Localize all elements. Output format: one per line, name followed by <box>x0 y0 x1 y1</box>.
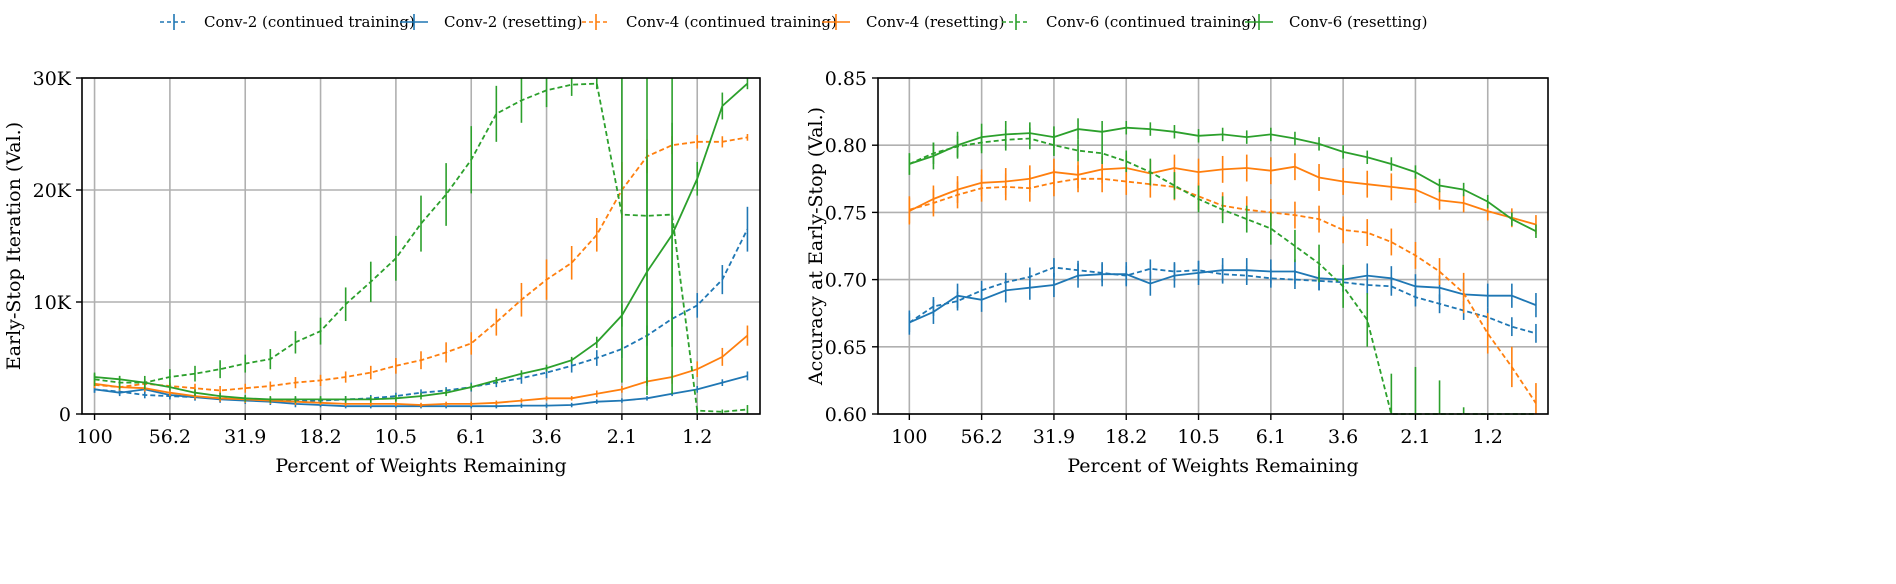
x-tick-label: 31.9 <box>1033 426 1075 448</box>
y-axis-label: Early-Stop Iteration (Val.) <box>3 122 25 370</box>
x-tick-label: 2.1 <box>1400 426 1430 448</box>
accuracy-svg: 100 56.2 31.9 18.2 10.5 6.1 3.6 2.1 1.2 0.60 0.65 0… <box>805 68 1549 477</box>
legend-label: Conv-2 (resetting) <box>444 13 582 31</box>
early-stop-iteration-chart: 100 56.2 31.9 18.2 10.5 6.1 3.6 2.1 1.2 0 10K 20K 30… <box>0 0 930 580</box>
grid <box>878 77 1548 415</box>
x-axis-label: Percent of Weights Remaining <box>1067 455 1358 477</box>
x-tick-label: 6.1 <box>1256 426 1286 448</box>
x-tick-label: 3.6 <box>1328 426 1358 448</box>
plot-frame <box>877 77 1549 415</box>
legend: Conv-2 (continued training) Conv-2 (reset… <box>0 10 1896 44</box>
series <box>908 118 1537 238</box>
x-tick-label: 1.2 <box>1473 426 1503 448</box>
x-tick-label: 18.2 <box>299 426 341 448</box>
legend-label: Conv-4 (continued training) <box>626 13 837 31</box>
accuracy-chart: 100 56.2 31.9 18.2 10.5 6.1 3.6 2.1 1.2 0.60 0.65 0… <box>800 0 1896 580</box>
y-tick-label: 0.70 <box>825 270 867 292</box>
x-tick-label: 2.1 <box>607 426 637 448</box>
y-tick-label: 0.60 <box>825 404 867 426</box>
legend-label: Conv-6 (continued training) <box>1046 13 1257 31</box>
series-line <box>908 266 1537 335</box>
legend-item: Conv-4 (continued training) <box>582 13 837 31</box>
x-tick-label: 1.2 <box>682 426 712 448</box>
legend-label: Conv-4 (resetting) <box>866 13 1004 31</box>
series <box>93 134 749 395</box>
legend-item: Conv-2 (continued training) <box>160 13 415 31</box>
x-tick-label: 3.6 <box>531 426 561 448</box>
y-tick-label: 0.85 <box>825 68 867 90</box>
y-tick-label: 30K <box>33 68 72 90</box>
early-stop-iteration-svg: 100 56.2 31.9 18.2 10.5 6.1 3.6 2.1 1.2 0 10K 20K 30… <box>3 68 761 477</box>
legend-label: Conv-2 (continued training) <box>204 13 415 31</box>
axes: 100 56.2 31.9 18.2 10.5 6.1 3.6 2.1 1.2 0.60 0.65 0… <box>825 68 1549 448</box>
y-tick-label: 0.80 <box>825 135 867 157</box>
series-line <box>94 228 749 402</box>
legend-item: Conv-6 (continued training) <box>1002 13 1257 31</box>
series-group <box>908 118 1537 415</box>
x-axis-label: Percent of Weights Remaining <box>275 455 566 477</box>
y-tick-label: 0 <box>59 404 71 426</box>
x-tick-label: 6.1 <box>456 426 486 448</box>
x-tick-label: 18.2 <box>1105 426 1147 448</box>
x-tick-label: 31.9 <box>224 426 266 448</box>
y-tick-label: 20K <box>33 180 72 202</box>
x-tick-label: 56.2 <box>149 426 191 448</box>
legend-label: Conv-6 (resetting) <box>1289 13 1427 31</box>
legend-item: Conv-2 (resetting) <box>400 13 582 31</box>
x-tick-label: 56.2 <box>960 426 1002 448</box>
y-tick-label: 10K <box>33 292 72 314</box>
series-group <box>93 78 749 414</box>
series <box>908 258 1537 335</box>
plot-frame <box>81 77 761 415</box>
legend-item: Conv-6 (resetting) <box>1245 13 1427 31</box>
series <box>93 78 749 403</box>
x-tick-label: 10.5 <box>1177 426 1219 448</box>
y-axis-label: Accuracy at Early-Stop (Val.) <box>805 107 827 386</box>
y-tick-label: 0.75 <box>825 202 867 224</box>
y-tick-label: 0.65 <box>825 337 867 359</box>
axes: 100 56.2 31.9 18.2 10.5 6.1 3.6 2.1 1.2 0 10K 20K 30… <box>33 68 761 448</box>
x-tick-label: 100 <box>891 426 927 448</box>
legend-svg: Conv-2 (continued training) Conv-2 (reset… <box>160 13 1427 31</box>
legend-item: Conv-4 (resetting) <box>822 13 1004 31</box>
x-tick-label: 100 <box>76 426 112 448</box>
x-tick-label: 10.5 <box>375 426 417 448</box>
